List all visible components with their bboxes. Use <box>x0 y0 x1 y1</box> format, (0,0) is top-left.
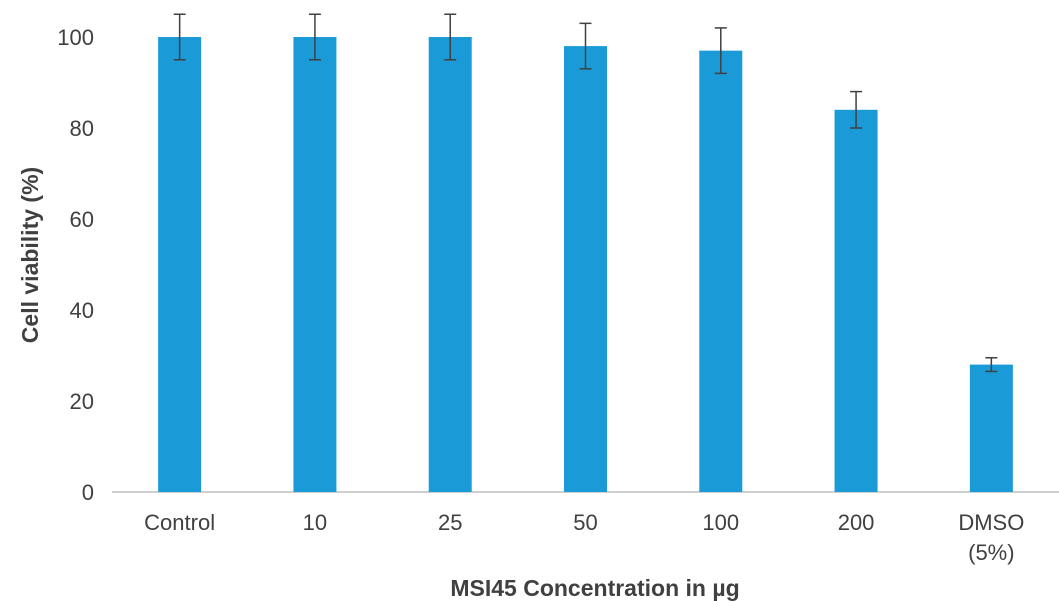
error-bar-0 <box>173 13 186 61</box>
y-tick-label-40: 40 <box>70 298 94 323</box>
error-bars <box>173 13 998 373</box>
error-bar-1 <box>308 13 321 61</box>
y-tick-label-60: 60 <box>70 207 94 232</box>
y-tick-label-0: 0 <box>82 480 94 505</box>
bar-3 <box>564 46 607 492</box>
y-axis-ticks: 0 20 40 60 80 100 <box>57 25 94 505</box>
bar-0 <box>158 37 202 492</box>
error-bar-6 <box>985 357 998 373</box>
x-tick-label-6-line-0: DMSO <box>958 510 1024 535</box>
error-bar-2 <box>444 13 457 61</box>
bar-2 <box>428 37 472 492</box>
error-bar-4 <box>714 27 727 75</box>
error-bar-5 <box>850 90 863 129</box>
bars <box>158 37 1013 493</box>
bar-1 <box>293 37 337 492</box>
x-tick-label-0: Control <box>144 510 215 535</box>
y-tick-label-80: 80 <box>70 116 94 141</box>
x-axis-ticks: Control 10 25 50 100 200 DMSO (5%) <box>144 510 1024 565</box>
x-tick-label-2: 25 <box>438 510 462 535</box>
x-tick-label-5: 200 <box>838 510 875 535</box>
bar-4 <box>699 50 743 493</box>
x-tick-label-6-line-1: (5%) <box>968 540 1014 565</box>
bar-5 <box>834 109 878 493</box>
x-axis-title: MSI45 Concentration in µg <box>450 575 739 601</box>
y-tick-label-100: 100 <box>57 25 94 50</box>
x-tick-label-1: 10 <box>303 510 327 535</box>
y-tick-label-20: 20 <box>70 389 94 414</box>
error-bar-3 <box>579 22 592 70</box>
x-tick-label-4: 100 <box>702 510 739 535</box>
bar-6 <box>969 364 1013 492</box>
x-tick-label-3: 50 <box>573 510 597 535</box>
y-axis-title: Cell viability (%) <box>17 167 43 343</box>
